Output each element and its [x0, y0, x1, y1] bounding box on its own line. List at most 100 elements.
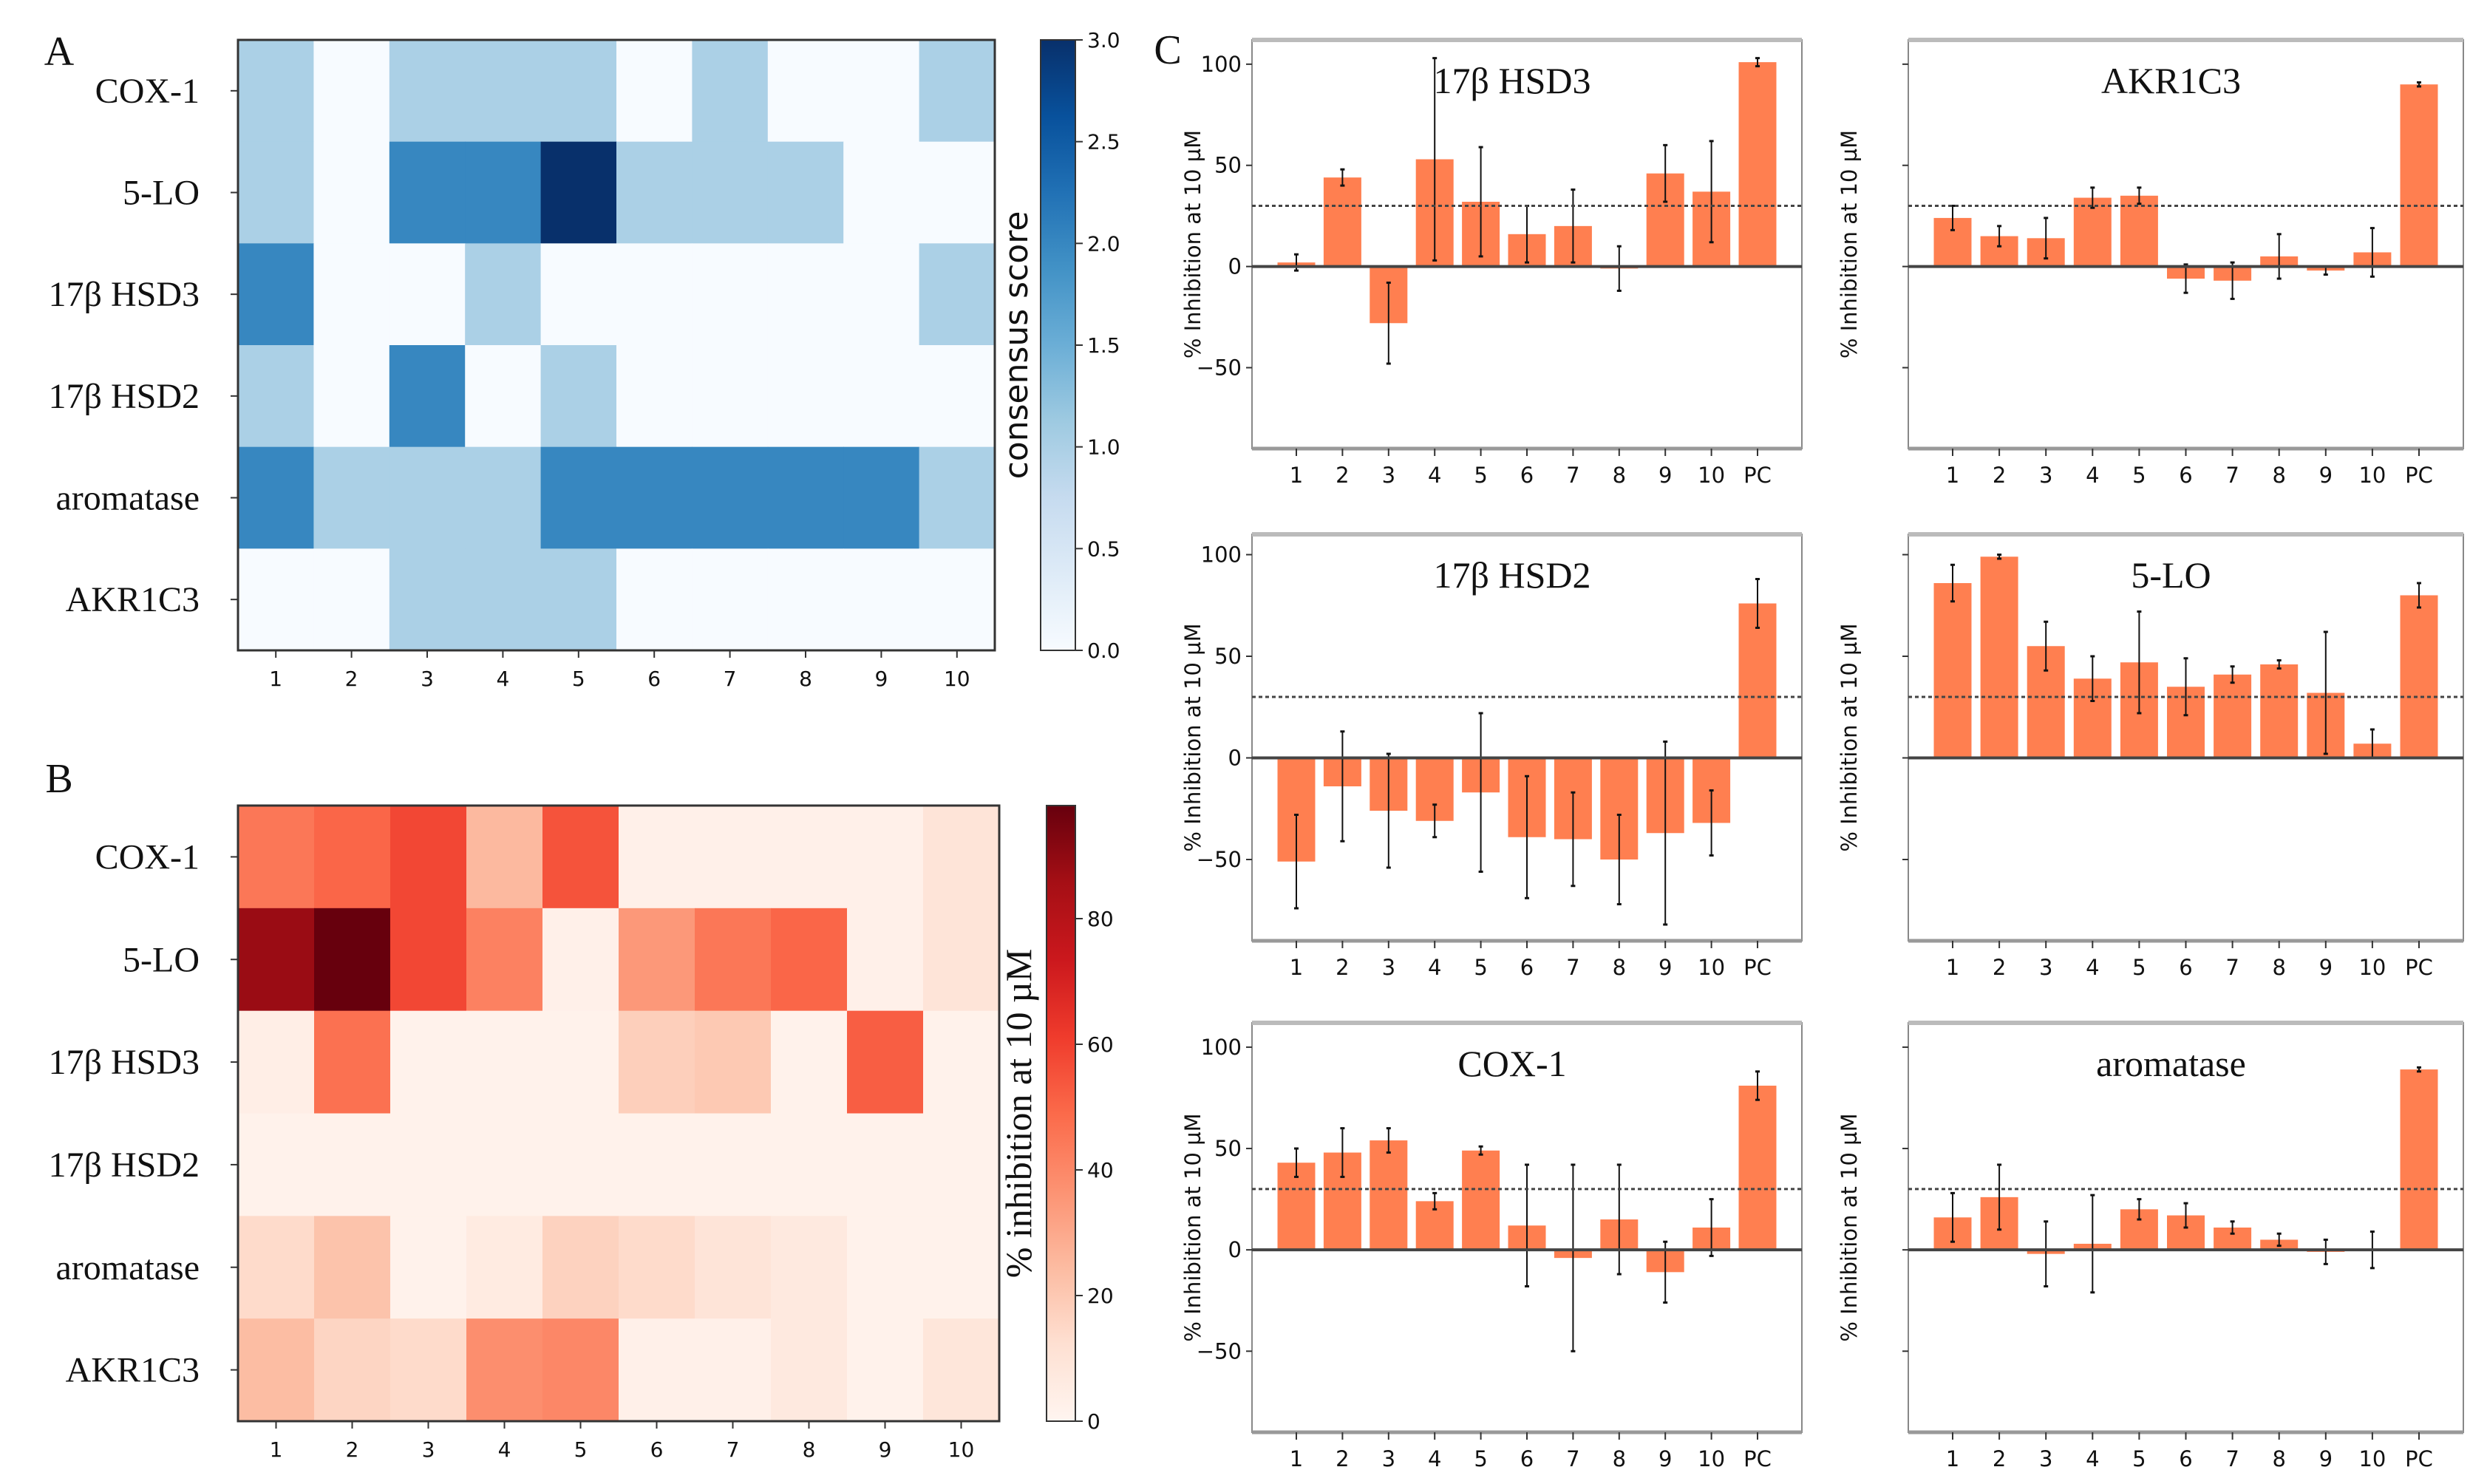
heatmap-cell — [389, 345, 466, 448]
heatmap-cell — [390, 1010, 467, 1114]
colorbar-tick-label: 2.5 — [1087, 130, 1120, 154]
heatmap-cell — [695, 1010, 772, 1114]
panel-title: 5-LO — [2131, 554, 2211, 596]
heatmap-cell — [847, 1113, 924, 1216]
heatmap-cell — [390, 806, 467, 909]
heatmap-cell — [923, 1113, 1000, 1216]
heatmap-cell — [542, 1216, 619, 1319]
heatmap-cell — [923, 1010, 1000, 1114]
heatmap-cell — [919, 40, 996, 143]
colorbar-tick-label: 80 — [1087, 907, 1114, 931]
x-tick-label: 8 — [1613, 1446, 1626, 1471]
bar — [1323, 177, 1361, 267]
heatmap-cell — [616, 345, 693, 448]
panel-title: AKR1C3 — [2101, 60, 2241, 101]
y-tick-label: 100 — [1201, 542, 1242, 568]
heatmap-cell — [314, 1216, 391, 1319]
x-tick-label: 1 — [1946, 1446, 1959, 1471]
y-tick-label: −50 — [1197, 1338, 1242, 1364]
column-label: 2 — [345, 667, 358, 691]
heatmap-cell — [465, 40, 542, 143]
row-label: 17β HSD2 — [49, 1146, 200, 1185]
heatmap-cell — [919, 141, 996, 244]
x-tick-label: 10 — [2358, 955, 2386, 980]
heatmap-cell — [919, 243, 996, 346]
panel-label-c: C — [1154, 27, 1181, 73]
heatmap-cell — [771, 806, 848, 909]
y-tick-label: −50 — [1197, 355, 1242, 380]
heatmap-cell — [767, 141, 844, 244]
heatmap-cell — [238, 1216, 315, 1319]
bar — [2120, 195, 2158, 267]
heatmap-cell — [616, 446, 693, 549]
heatmap-cell — [390, 1318, 467, 1422]
column-label: 10 — [944, 667, 970, 691]
y-tick-label: 100 — [1201, 1035, 1242, 1060]
heatmap-cell — [767, 548, 844, 651]
column-label: 5 — [572, 667, 585, 691]
heatmap-cell — [313, 548, 390, 651]
x-tick-label: 9 — [1658, 463, 1672, 488]
y-axis-label: % Inhibition at 10 µM — [1180, 1113, 1205, 1341]
heatmap-cell — [465, 243, 542, 346]
heatmap-cell — [692, 446, 769, 549]
heatmap-cell — [847, 1216, 924, 1319]
heatmap-cell — [767, 446, 844, 549]
heatmap-cell — [466, 1113, 543, 1216]
heatmap-cell — [389, 141, 466, 244]
x-tick-label: 3 — [2039, 955, 2052, 980]
heatmap-cell — [843, 446, 920, 549]
heatmap-cell — [542, 1113, 619, 1216]
x-tick-label: 7 — [2225, 463, 2239, 488]
column-label: 9 — [879, 1437, 892, 1462]
heatmap-cell — [238, 40, 314, 143]
row-label: 17β HSD2 — [49, 377, 200, 416]
heatmap-cell — [847, 1010, 924, 1114]
heatmap-cell — [238, 446, 314, 549]
column-label: 5 — [574, 1437, 588, 1462]
x-tick-label: 2 — [1993, 463, 2006, 488]
panel-title: 17β HSD3 — [1434, 60, 1591, 101]
x-tick-label: PC — [1743, 955, 1772, 980]
heatmap-cell — [616, 243, 693, 346]
x-tick-label: 9 — [1658, 955, 1672, 980]
column-label: 7 — [724, 667, 737, 691]
colorbar-tick-label: 40 — [1087, 1158, 1114, 1182]
panel-title: aromatase — [2096, 1043, 2246, 1084]
y-axis-label: % Inhibition at 10 µM — [1180, 623, 1205, 851]
heatmap-cell — [767, 243, 844, 346]
heatmap-cell — [238, 243, 314, 346]
heatmap-cell — [771, 1216, 848, 1319]
y-tick-label: 100 — [1201, 52, 1242, 77]
row-label: AKR1C3 — [66, 1351, 200, 1390]
heatmap-cell — [692, 548, 769, 651]
heatmap-cell — [238, 1113, 315, 1216]
heatmap-cell — [619, 1113, 695, 1216]
heatmap-cell — [540, 548, 617, 651]
heatmap-cell — [389, 243, 466, 346]
heatmap-cell — [466, 1010, 543, 1114]
x-tick-label: 9 — [2319, 463, 2333, 488]
column-label: 4 — [498, 1437, 511, 1462]
heatmap-cell — [466, 1318, 543, 1422]
column-label: 1 — [270, 1437, 283, 1462]
heatmap-cell — [238, 548, 314, 651]
x-tick-label: 6 — [2179, 463, 2192, 488]
heatmap-cell — [692, 40, 769, 143]
bar — [2400, 595, 2438, 758]
x-tick-label: PC — [2405, 955, 2433, 980]
colorbar-label: consensus score — [998, 211, 1035, 480]
heatmap-cell — [616, 141, 693, 244]
heatmap-cell — [313, 40, 390, 143]
column-label: 7 — [727, 1437, 740, 1462]
heatmap-cell — [466, 1216, 543, 1319]
heatmap-cell — [238, 1318, 315, 1422]
bar — [1738, 62, 1777, 267]
x-tick-label: 3 — [1382, 463, 1395, 488]
colorbar-tick-label: 3.0 — [1087, 28, 1120, 52]
heatmap-cell — [314, 1318, 391, 1422]
x-tick-label: 8 — [2272, 955, 2285, 980]
heatmap-cell — [540, 141, 617, 244]
x-tick-label: 4 — [1428, 463, 1441, 488]
row-label: 17β HSD3 — [49, 1043, 200, 1082]
